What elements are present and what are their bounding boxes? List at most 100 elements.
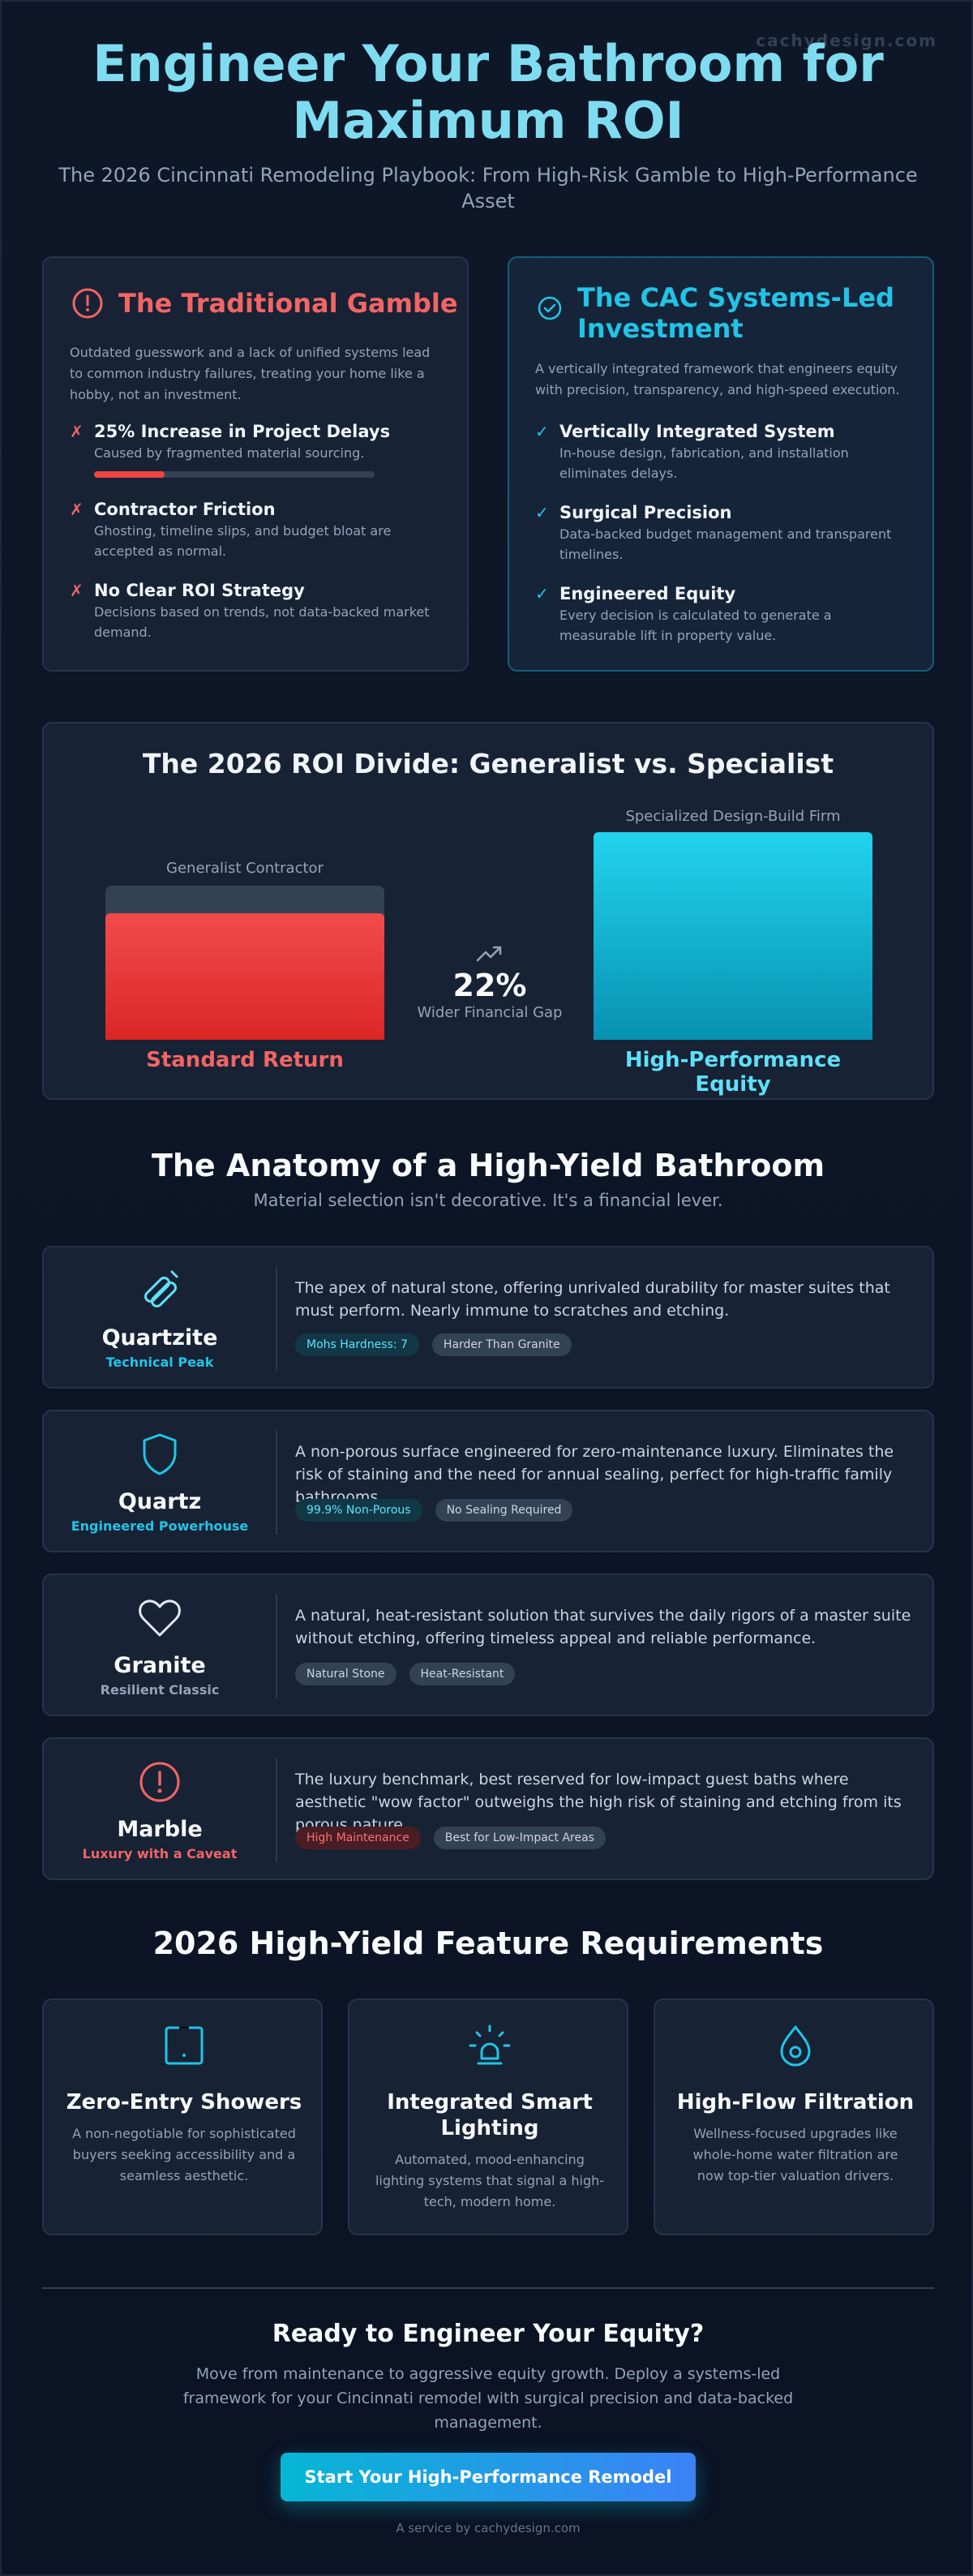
material-card-granite: Granite Resilient Classic A natural, hea…: [42, 1574, 934, 1716]
list-item: ✓ Vertically Integrated System In-house …: [535, 420, 908, 483]
chip: No Sealing Required: [435, 1499, 573, 1522]
chip: Mohs Hardness: 7: [295, 1333, 419, 1356]
item-text: Every decision is calculated to generate…: [559, 608, 832, 643]
item-text: Ghosting, timeline slips, and budget blo…: [94, 523, 392, 559]
bar-label-specialist: Specialized Design-Build Firm: [625, 808, 841, 825]
card-intro: A vertically integrated framework that e…: [535, 361, 900, 397]
feature-title: Zero-Entry Showers: [66, 2090, 302, 2114]
check-mark-icon: ✓: [535, 584, 549, 603]
check-mark-icon: ✓: [535, 422, 549, 441]
bar-caption-specialist: High-Performance Equity: [624, 1048, 842, 1097]
alert-circle-icon: [72, 288, 103, 319]
card-intro: Outdated guesswork and a lack of unified…: [70, 345, 431, 402]
hero: Engineer Your Bathroom for Maximum ROI T…: [2, 36, 973, 214]
item-text: Caused by fragmented material sourcing.: [94, 445, 365, 461]
feature-card-zero-entry: Zero-Entry Showers A non-negotiable for …: [42, 1999, 323, 2235]
gem-tools-icon: [144, 1270, 178, 1307]
section-title: The Anatomy of a High-Yield Bathroom: [151, 1148, 825, 1183]
x-mark-icon: ✗: [70, 422, 84, 441]
item-title: Contractor Friction: [94, 500, 276, 519]
check-circle-icon: [538, 296, 562, 320]
material-description: A natural, heat-resistant solution that …: [295, 1607, 911, 1647]
gap-value: 22%: [452, 968, 527, 1003]
roi-divide-section: The 2026 ROI Divide: Generalist vs. Spec…: [42, 722, 934, 1100]
systems-led-investment-card: The CAC Systems-Led Investment A vertica…: [508, 256, 934, 672]
list-item: ✗ No Clear ROI Strategy Decisions based …: [70, 579, 443, 642]
list-item: ✗ Contractor Friction Ghosting, timeline…: [70, 498, 443, 561]
progress-fill: [94, 471, 165, 478]
start-remodel-button[interactable]: Start Your High-Performance Remodel: [281, 2453, 696, 2501]
trending-up-icon: [476, 946, 502, 962]
item-title: Vertically Integrated System: [559, 422, 835, 441]
item-title: No Clear ROI Strategy: [94, 581, 305, 600]
list-item: ✗ 25% Increase in Project Delays Caused …: [70, 420, 443, 478]
bar-specialist: [594, 832, 872, 1040]
feature-text: Wellness-focused upgrades like whole-hom…: [692, 2126, 898, 2183]
item-title: Engineered Equity: [559, 584, 736, 603]
alert-circle-icon: [139, 1762, 180, 1802]
x-mark-icon: ✗: [70, 581, 84, 600]
material-summary: Quartz Engineered Powerhouse: [44, 1411, 276, 1554]
gap-label: Wider Financial Gap: [417, 1004, 563, 1021]
water-drop-icon: [780, 2025, 811, 2067]
bar-generalist: [105, 913, 384, 1040]
feature-title: High-Flow Filtration: [676, 2090, 915, 2114]
chip-row: Mohs Hardness: 7 Harder Than Granite: [295, 1333, 572, 1356]
card-title: The CAC Systems-Led Investment: [577, 282, 894, 344]
chip-row: Natural Stone Heat-Resistant: [295, 1663, 516, 1685]
material-summary: Granite Resilient Classic: [44, 1575, 276, 1718]
material-tag: Engineered Powerhouse: [71, 1518, 249, 1534]
chip: Heat-Resistant: [409, 1663, 516, 1685]
heart-icon: [139, 1599, 181, 1637]
item-text: Data-backed budget management and transp…: [559, 526, 892, 562]
chip: Natural Stone: [295, 1663, 396, 1685]
footer: A service by cachydesign.com: [396, 2521, 581, 2535]
item-text: In-house design, fabrication, and instal…: [559, 445, 849, 481]
chip: 99.9% Non-Porous: [295, 1499, 422, 1522]
cta-section: Ready to Engineer Your Equity? Move from…: [2, 2318, 973, 2435]
material-tag: Resilient Classic: [100, 1682, 220, 1698]
cta-text: Move from maintenance to aggressive equi…: [182, 2365, 794, 2432]
watermark: cachydesign.com: [756, 31, 937, 50]
bar-label-generalist: Generalist Contractor: [166, 860, 324, 877]
list-item: ✓ Surgical Precision Data-backed budget …: [535, 501, 908, 565]
card-title: The Traditional Gamble: [118, 288, 458, 319]
delay-progress-bar: [94, 471, 375, 478]
card-header: The Traditional Gamble: [71, 287, 458, 320]
chip: Best for Low-Impact Areas: [433, 1827, 606, 1849]
feature-title: Integrated Smart Lighting: [387, 2090, 593, 2140]
item-title: Surgical Precision: [559, 503, 732, 522]
chip-row: 99.9% Non-Porous No Sealing Required: [295, 1499, 573, 1522]
material-description: The apex of natural stone, offering unri…: [295, 1279, 890, 1320]
roi-title: The 2026 ROI Divide: Generalist vs. Spec…: [142, 748, 834, 779]
page-subtitle: The 2026 Cincinnati Remodeling Playbook:…: [58, 164, 918, 213]
section-subtitle: Material selection isn't decorative. It'…: [253, 1191, 723, 1210]
divider: [276, 1267, 277, 1371]
material-tag: Technical Peak: [105, 1355, 214, 1370]
material-summary: Quartzite Technical Peak: [44, 1247, 276, 1390]
cta-title: Ready to Engineer Your Equity?: [272, 2320, 705, 2348]
material-description: A non-porous surface engineered for zero…: [295, 1443, 894, 1506]
material-name: Marble: [117, 1817, 203, 1842]
material-name: Quartzite: [101, 1325, 218, 1350]
item-text: Decisions based on trends, not data-back…: [94, 604, 430, 640]
financial-gap: 22% Wider Financial Gap: [401, 944, 579, 1021]
material-card-quartz: Quartz Engineered Powerhouse A non-porou…: [42, 1410, 934, 1552]
feature-card-smart-lighting: Integrated Smart Lighting Automated, moo…: [348, 1999, 628, 2235]
anatomy-header: The Anatomy of a High-Yield Bathroom Mat…: [2, 1145, 973, 1210]
page-title: Engineer Your Bathroom for Maximum ROI: [92, 34, 884, 150]
shield-icon: [143, 1433, 177, 1475]
traditional-gamble-card: The Traditional Gamble Outdated guesswor…: [42, 256, 469, 672]
chip: Harder Than Granite: [431, 1333, 572, 1356]
divider: [276, 1431, 277, 1535]
material-name: Quartz: [118, 1489, 202, 1514]
tablet-icon: [165, 2026, 204, 2065]
list-item: ✓ Engineered Equity Every decision is ca…: [535, 582, 908, 646]
divider: [42, 2287, 934, 2289]
x-mark-icon: ✗: [70, 500, 84, 519]
bar-caption-generalist: Standard Return: [146, 1048, 344, 1072]
chip-row: High Maintenance Best for Low-Impact Are…: [295, 1827, 606, 1849]
feature-text: Automated, mood-enhancing lighting syste…: [375, 2152, 605, 2209]
feature-card-filtration: High-Flow Filtration Wellness-focused up…: [654, 1999, 934, 2235]
